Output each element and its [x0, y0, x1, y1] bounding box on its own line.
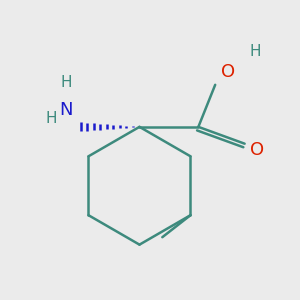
- Text: H: H: [249, 44, 261, 59]
- Text: H: H: [60, 75, 72, 90]
- Text: O: O: [221, 63, 235, 81]
- Text: O: O: [250, 141, 264, 159]
- Text: H: H: [45, 111, 57, 126]
- Text: N: N: [59, 101, 73, 119]
